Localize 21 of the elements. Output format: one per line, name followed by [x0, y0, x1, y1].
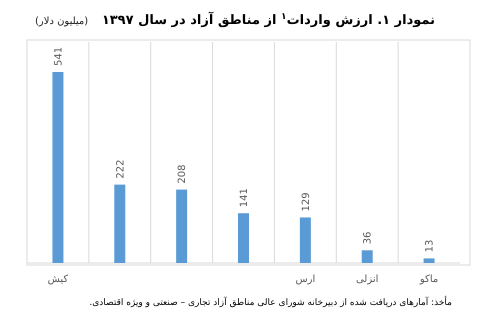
x-tick-label: کیش [48, 274, 68, 285]
data-label: 36 [362, 232, 374, 244]
data-label: 541 [53, 46, 64, 66]
bar [424, 258, 435, 263]
bar [176, 190, 188, 263]
bar [300, 217, 311, 263]
x-tick-label: انزلی [356, 274, 378, 285]
bar [238, 213, 249, 263]
data-label: 208 [177, 164, 188, 184]
text: مأخذ: آمارهای دریافت شده از دبیرخانه شورای عالی مناطق آزاد تجاری – صنعتی و ویژه اقتصادی. [89, 295, 452, 308]
data-label: 141 [239, 188, 250, 208]
data-label: 13 [424, 240, 436, 252]
x-tick-label: ارس [295, 274, 316, 285]
bar [52, 72, 64, 263]
bar [114, 184, 126, 263]
data-label: 222 [115, 160, 126, 179]
chart-subtitle: (میلیون دلار) [35, 16, 88, 27]
bar [362, 250, 373, 263]
chart-title: نمودار ۱. ارزش واردات$^{۱}$ از مناطق آزاد در سال ۱۳۹۷ [102, 11, 435, 28]
data-label: 129 [300, 192, 312, 212]
x-tick-label: ماکو [418, 274, 438, 285]
